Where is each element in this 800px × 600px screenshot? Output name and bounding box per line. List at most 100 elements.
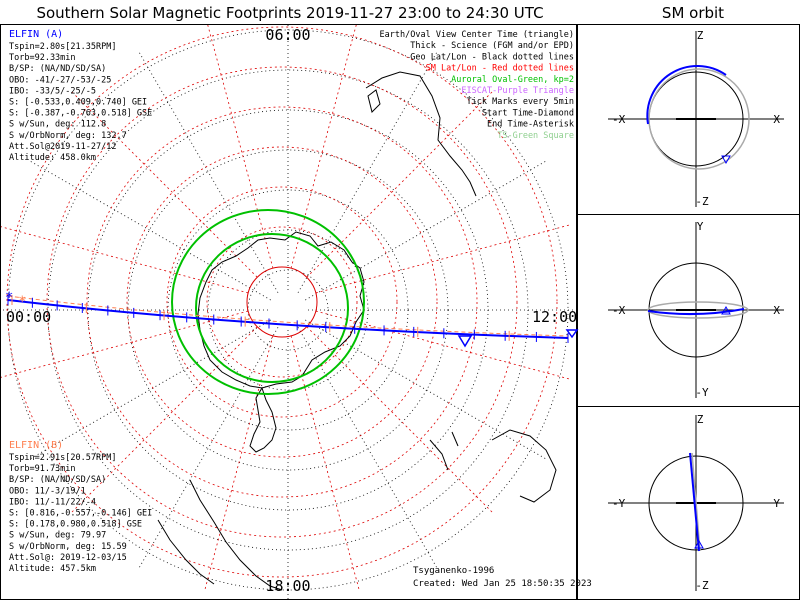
polar-map: * * <box>1 25 579 599</box>
antarctica-land <box>157 71 557 591</box>
orbit-center-triangle <box>721 305 731 315</box>
elfin-a-orbit-arc <box>646 64 727 125</box>
sm-longitude-line <box>306 326 495 515</box>
orbit-axis-label-right: Y <box>773 497 780 510</box>
antarctic-peninsula <box>249 386 277 453</box>
model-credit: Tsyganenko-1996 <box>413 566 494 576</box>
africa-coast <box>365 71 477 197</box>
south-america <box>157 479 283 591</box>
probe-info-line: Tspin=2.91s[20.57RPM] <box>9 453 116 463</box>
orbit-axis-label-right: X <box>773 304 780 317</box>
sm-longitude-line <box>69 89 258 278</box>
probe-info-line: B/SP: (NA/ND/SD/SA) <box>9 64 106 74</box>
orbit-axis-label-left: -X <box>612 113 626 126</box>
probe-info-line: Att.Sol@: 2019-12-03/15 <box>9 553 127 563</box>
elfin-a-center-triangle <box>457 335 473 348</box>
orbit-axis-label-left: -Y <box>612 497 626 510</box>
orbit-center-triangle <box>694 539 704 549</box>
probe-info-line: S w/Sun, deg: 79.97 <box>9 531 106 541</box>
sm-longitude-line <box>69 326 258 515</box>
elfin-a-orbit-arc <box>689 452 700 552</box>
mlt-label-left: 00:00 <box>6 308 51 326</box>
sm-latitude-circle <box>6 26 558 578</box>
created-stamp: Created: Wed Jan 25 18:50:35 2023 <box>413 579 592 589</box>
australia-coast <box>491 429 557 503</box>
probe-info-line: IBO: -33/5/-25/-5 <box>9 86 96 96</box>
legend-entry: Earth/Oval View Center Time (triangle) <box>380 30 574 40</box>
orbit-axis-label-top: Z <box>697 413 704 426</box>
footprint-tracks: * * <box>5 290 579 348</box>
new-zealand <box>429 431 459 471</box>
probe-info-line: OBO: 11/-3/19/1 <box>9 486 86 496</box>
probe-info-line: S w/OrbNorm, deg: 132.7 <box>9 131 127 141</box>
sm-grid <box>1 25 572 592</box>
probe-b-info: ELFIN (B) Tspin=2.91s[20.57RPM]Torb=91.7… <box>9 440 152 574</box>
mlt-label-bottom: 18:00 <box>265 577 310 595</box>
sm-longitude-line <box>207 25 274 269</box>
geo-longitude-line <box>27 159 271 301</box>
map-legend: Earth/Oval View Center Time (triangle)Th… <box>380 30 574 141</box>
auroral-oval-outer <box>171 209 365 395</box>
orbit-center-triangle <box>721 155 731 165</box>
probe-info-line: S: [-0.387,-0.763,0.518] GSE <box>9 109 152 119</box>
probe-info-line: Att.Sol@2019-11-27/12 <box>9 142 116 152</box>
elfin-a-end-asterisk: * <box>5 290 13 306</box>
geo-longitude-line <box>297 327 439 571</box>
mlt-label-right: 12:00 <box>532 308 577 326</box>
orbit-axis-label-left: -X <box>612 304 626 317</box>
orbit-axis-label-top: Y <box>697 220 704 233</box>
geo-longitude-line <box>305 159 549 301</box>
elfin-a-start-marker <box>565 329 579 339</box>
sm-latitude-circle <box>86 106 478 498</box>
sm-latitude-circle <box>126 146 438 458</box>
orbit-title: SM orbit <box>662 4 724 22</box>
sm-longitude-line <box>315 310 572 381</box>
sm-longitude-line <box>1 226 249 294</box>
elfin-b-orbit <box>691 452 701 552</box>
sm-longitude-line <box>203 335 274 592</box>
mlt-label-top: 06:00 <box>265 26 310 44</box>
sm-longitude-line <box>1 310 249 378</box>
legend-entry: Start Time-Diamond <box>482 108 574 118</box>
orbit-axis-label-bottom: -Y <box>695 386 709 399</box>
sm-latitude-circle <box>46 66 518 538</box>
probe-info-line: S: [-0.533,0.409,0.740] GEI <box>9 98 147 108</box>
sm-longitude-line <box>290 25 357 269</box>
orbit-panel-3: Z -Z -Y Y <box>608 413 784 592</box>
elfin-b-orbit <box>647 301 749 319</box>
orbit-axis-label-right: X <box>773 113 780 126</box>
probe-a-info: ELFIN (A) Tspin=2.80s[21.35RPM]Torb=92.3… <box>9 29 152 163</box>
legend-entry: EISCAT-Purple Triangle <box>461 86 574 96</box>
orbit-panel-1: Z -Z -X X <box>608 29 784 208</box>
orbit-axis-label-bottom: -Z <box>695 579 709 592</box>
probe-info-line: S: [0.178,0.980,0.518] GSE <box>9 520 142 530</box>
probe-info-line: IBO: 11/-11/22/-4 <box>9 497 96 507</box>
probe-info-line: S w/OrbNorm, deg: 15.59 <box>9 542 127 552</box>
probe-info-line: Torb=92.33min <box>9 53 76 63</box>
legend-entry: Tick Marks every 5min <box>467 97 574 107</box>
elfin-a-orbit-arc <box>647 308 745 316</box>
geo-longitude-line <box>137 327 279 571</box>
legend-entry: End Time-Asterisk <box>487 120 574 130</box>
probe-info-line: S: [0.816,-0.557,-0.146] GEI <box>9 509 152 519</box>
antarctica-coast <box>197 231 365 389</box>
legend-entry: SM Lat/Lon - Red dotted lines <box>426 64 574 74</box>
madagascar <box>367 89 381 113</box>
legend-entry: Thick - Science (FGM and/or EPD) <box>410 41 574 51</box>
sm-longitude-line <box>315 223 572 294</box>
auroral-oval-inner <box>195 233 349 383</box>
earth-circle <box>648 455 744 551</box>
orbit-axis-label-top: Z <box>697 29 704 42</box>
geo-longitude-line <box>27 319 271 461</box>
sm-latitude-circle <box>206 226 358 378</box>
geo-longitude-line <box>305 319 549 461</box>
probe-info-line: Tspin=2.80s[21.35RPM] <box>9 42 116 52</box>
sm-latitude-circle <box>166 186 398 418</box>
probe-info-line: S w/Sun, deg: 112.8 <box>9 120 106 130</box>
geo-grid <box>1 25 576 599</box>
legend-entry: Geo Lat/Lon - Black dotted lines <box>410 52 574 62</box>
probe-info-line: Altitude: 458.0km <box>9 153 96 163</box>
probe-info-line: Torb=91.73min <box>9 464 76 474</box>
elfin-b-end-asterisk: * <box>18 294 26 310</box>
